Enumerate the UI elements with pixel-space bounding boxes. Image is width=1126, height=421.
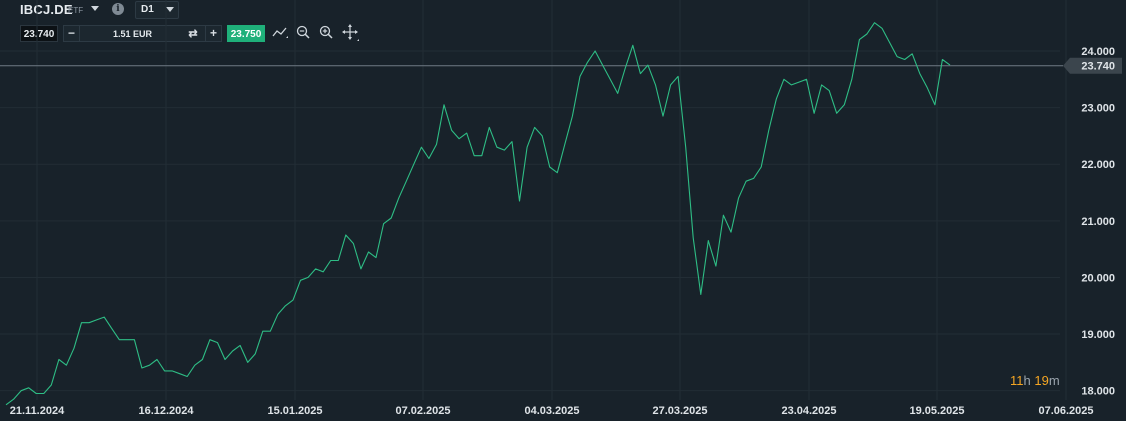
countdown-hours: 11 xyxy=(1010,373,1024,388)
x-tick-label: 27.03.2025 xyxy=(652,405,707,417)
y-tick-label: 18.000 xyxy=(1081,386,1115,398)
y-tick-label: 20.000 xyxy=(1081,272,1115,284)
x-tick-label: 15.01.2025 xyxy=(267,405,322,417)
y-tick-label: 24.000 xyxy=(1081,46,1115,58)
y-tick-label: 19.000 xyxy=(1081,329,1115,341)
info-icon[interactable]: i xyxy=(112,3,124,15)
chevron-down-icon xyxy=(166,7,174,12)
countdown-h-unit: h xyxy=(1023,373,1031,388)
x-tick-label: 16.12.2024 xyxy=(138,405,194,417)
y-tick-label: 23.000 xyxy=(1081,103,1115,115)
y-axis: 18.000 19.000 20.000 21.000 22.000 23.000 24.0… xyxy=(1081,46,1115,398)
countdown-minutes: 19 xyxy=(1034,373,1049,388)
sell-price-button[interactable]: 23.740 xyxy=(20,25,58,42)
increase-button[interactable]: + xyxy=(205,26,221,41)
decrease-button[interactable]: − xyxy=(64,26,80,41)
symbol-type: ETF xyxy=(68,6,84,15)
x-axis: 21.11.2024 16.12.2024 15.01.2025 07.02.2025… xyxy=(10,405,1094,417)
quantity-stepper[interactable]: − 1.51 EUR ⇄ + xyxy=(63,25,222,42)
quantity-value[interactable]: 1.51 EUR xyxy=(112,29,153,39)
countdown-m-unit: m xyxy=(1048,373,1060,388)
x-tick-label: 23.04.2025 xyxy=(781,405,836,417)
y-tick-label: 21.000 xyxy=(1081,216,1115,228)
x-tick-label: 07.02.2025 xyxy=(395,405,450,417)
candle-countdown: 11h 19m xyxy=(1010,373,1060,388)
x-tick-label: 21.11.2024 xyxy=(10,405,65,417)
buy-price-button[interactable]: 23.750 xyxy=(227,25,265,42)
timeframe-select[interactable]: D1 xyxy=(135,1,179,19)
symbol-dropdown-icon[interactable] xyxy=(91,6,99,11)
swap-icon[interactable]: ⇄ xyxy=(188,28,198,40)
trade-toolbar: 23.740 − 1.51 EUR ⇄ + 23.750 xyxy=(0,24,400,44)
top-toolbar: IBCJ.DE ETF i D1 xyxy=(0,0,1126,20)
x-tick-label: 07.06.2025 xyxy=(1038,405,1093,417)
y-tick-label: 22.000 xyxy=(1081,159,1115,171)
current-price-tag: 23.740 xyxy=(1063,57,1122,74)
series-line xyxy=(5,22,951,406)
zoom-out-icon[interactable] xyxy=(295,24,313,42)
zoom-in-icon[interactable] xyxy=(318,24,336,42)
timeframe-label: D1 xyxy=(141,4,154,15)
x-tick-label: 04.03.2025 xyxy=(524,405,579,417)
chart-type-icon[interactable] xyxy=(272,24,290,42)
current-price-label: 23.740 xyxy=(1081,61,1115,73)
crosshair-icon[interactable] xyxy=(342,24,360,42)
symbol-name[interactable]: IBCJ.DE xyxy=(20,2,73,17)
chart-grid xyxy=(0,0,1067,400)
x-tick-label: 19.05.2025 xyxy=(909,405,964,417)
